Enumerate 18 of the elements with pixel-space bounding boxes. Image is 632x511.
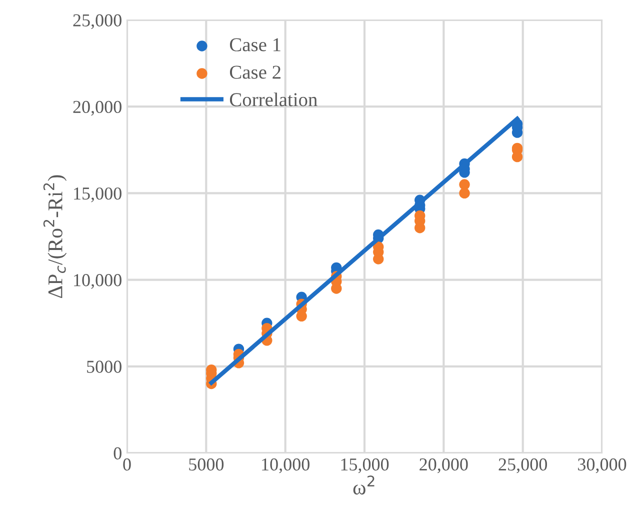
x-tick-label: 10,000 — [262, 458, 310, 474]
x-tick-label: 5000 — [189, 458, 224, 471]
legend-label: Case 1 — [230, 38, 280, 52]
legend-label: Case 2 — [230, 66, 280, 79]
y-tick-label: 15,000 — [74, 187, 122, 202]
x-tick-label: 20,000 — [420, 458, 468, 474]
y-tick-label: 5000 — [87, 360, 122, 373]
x-tick-label: 25,000 — [498, 458, 547, 474]
y-tick-label: 20,000 — [73, 100, 122, 116]
y-tick-label: 0 — [114, 447, 122, 460]
legend-label: Correlation — [230, 92, 318, 106]
x-tick-label: 0 — [123, 458, 131, 471]
x-axis-title: ω$^{2}$ — [353, 476, 374, 495]
x-tick-label: 30,000 — [578, 458, 626, 474]
y-axis-title: ΔP$_{c}$/(Ro$^{2}$-Ri$^{2}$) — [43, 175, 67, 298]
y-tick-label: 25,000 — [73, 14, 122, 30]
x-tick-label: 15,000 — [341, 458, 389, 474]
y-tick-label: 10,000 — [74, 274, 122, 289]
